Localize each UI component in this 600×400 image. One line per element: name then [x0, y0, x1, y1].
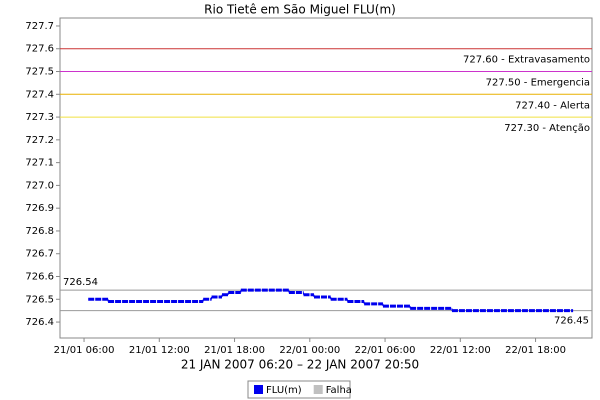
y-tick-label: 726.5 — [25, 294, 54, 305]
threshold-label: 727.60 - Extravasamento — [463, 55, 590, 66]
y-tick-label: 726.9 — [25, 203, 54, 214]
x-tick-label: 22/01 06:00 — [355, 345, 416, 356]
legend-box — [247, 380, 351, 399]
legend-swatch — [254, 385, 263, 394]
legend-swatch — [313, 385, 323, 394]
y-tick-label: 726.6 — [25, 272, 54, 283]
x-tick-label: 21/01 06:00 — [54, 345, 115, 356]
x-tick-label: 22/01 00:00 — [279, 345, 340, 356]
x-tick-label: 21/01 12:00 — [129, 345, 190, 356]
y-tick-label: 727.7 — [25, 21, 54, 32]
x-tick-label: 22/01 18:00 — [505, 345, 566, 356]
threshold-label: 727.40 - Alerta — [515, 100, 590, 111]
threshold-label: 727.50 - Emergencia — [486, 78, 590, 89]
threshold-label: 727.30 - Atenção — [504, 123, 590, 134]
legend-label: FLU(m) — [266, 385, 302, 396]
y-tick-label: 726.7 — [25, 249, 54, 260]
y-tick-label: 727.5 — [25, 67, 54, 78]
x-tick-label: 22/01 12:00 — [430, 345, 491, 356]
reference-label: 726.54 — [63, 277, 98, 288]
chart-title: Rio Tietê em São Miguel FLU(m) — [204, 3, 396, 17]
y-tick-label: 727.4 — [25, 89, 54, 100]
x-tick-label: 21/01 18:00 — [204, 345, 265, 356]
legend-label: Falha — [326, 385, 352, 396]
y-tick-label: 727.2 — [25, 135, 54, 146]
y-tick-label: 727.3 — [25, 112, 54, 123]
y-tick-label: 726.4 — [25, 317, 54, 328]
reference-label: 726.45 — [554, 316, 589, 327]
x-axis-label: 21 JAN 2007 06:20 – 22 JAN 2007 20:50 — [181, 358, 419, 372]
y-tick-label: 727.0 — [25, 180, 54, 191]
y-tick-label: 727.6 — [25, 44, 54, 55]
y-tick-label: 726.8 — [25, 226, 54, 237]
y-tick-label: 727.1 — [25, 158, 54, 169]
